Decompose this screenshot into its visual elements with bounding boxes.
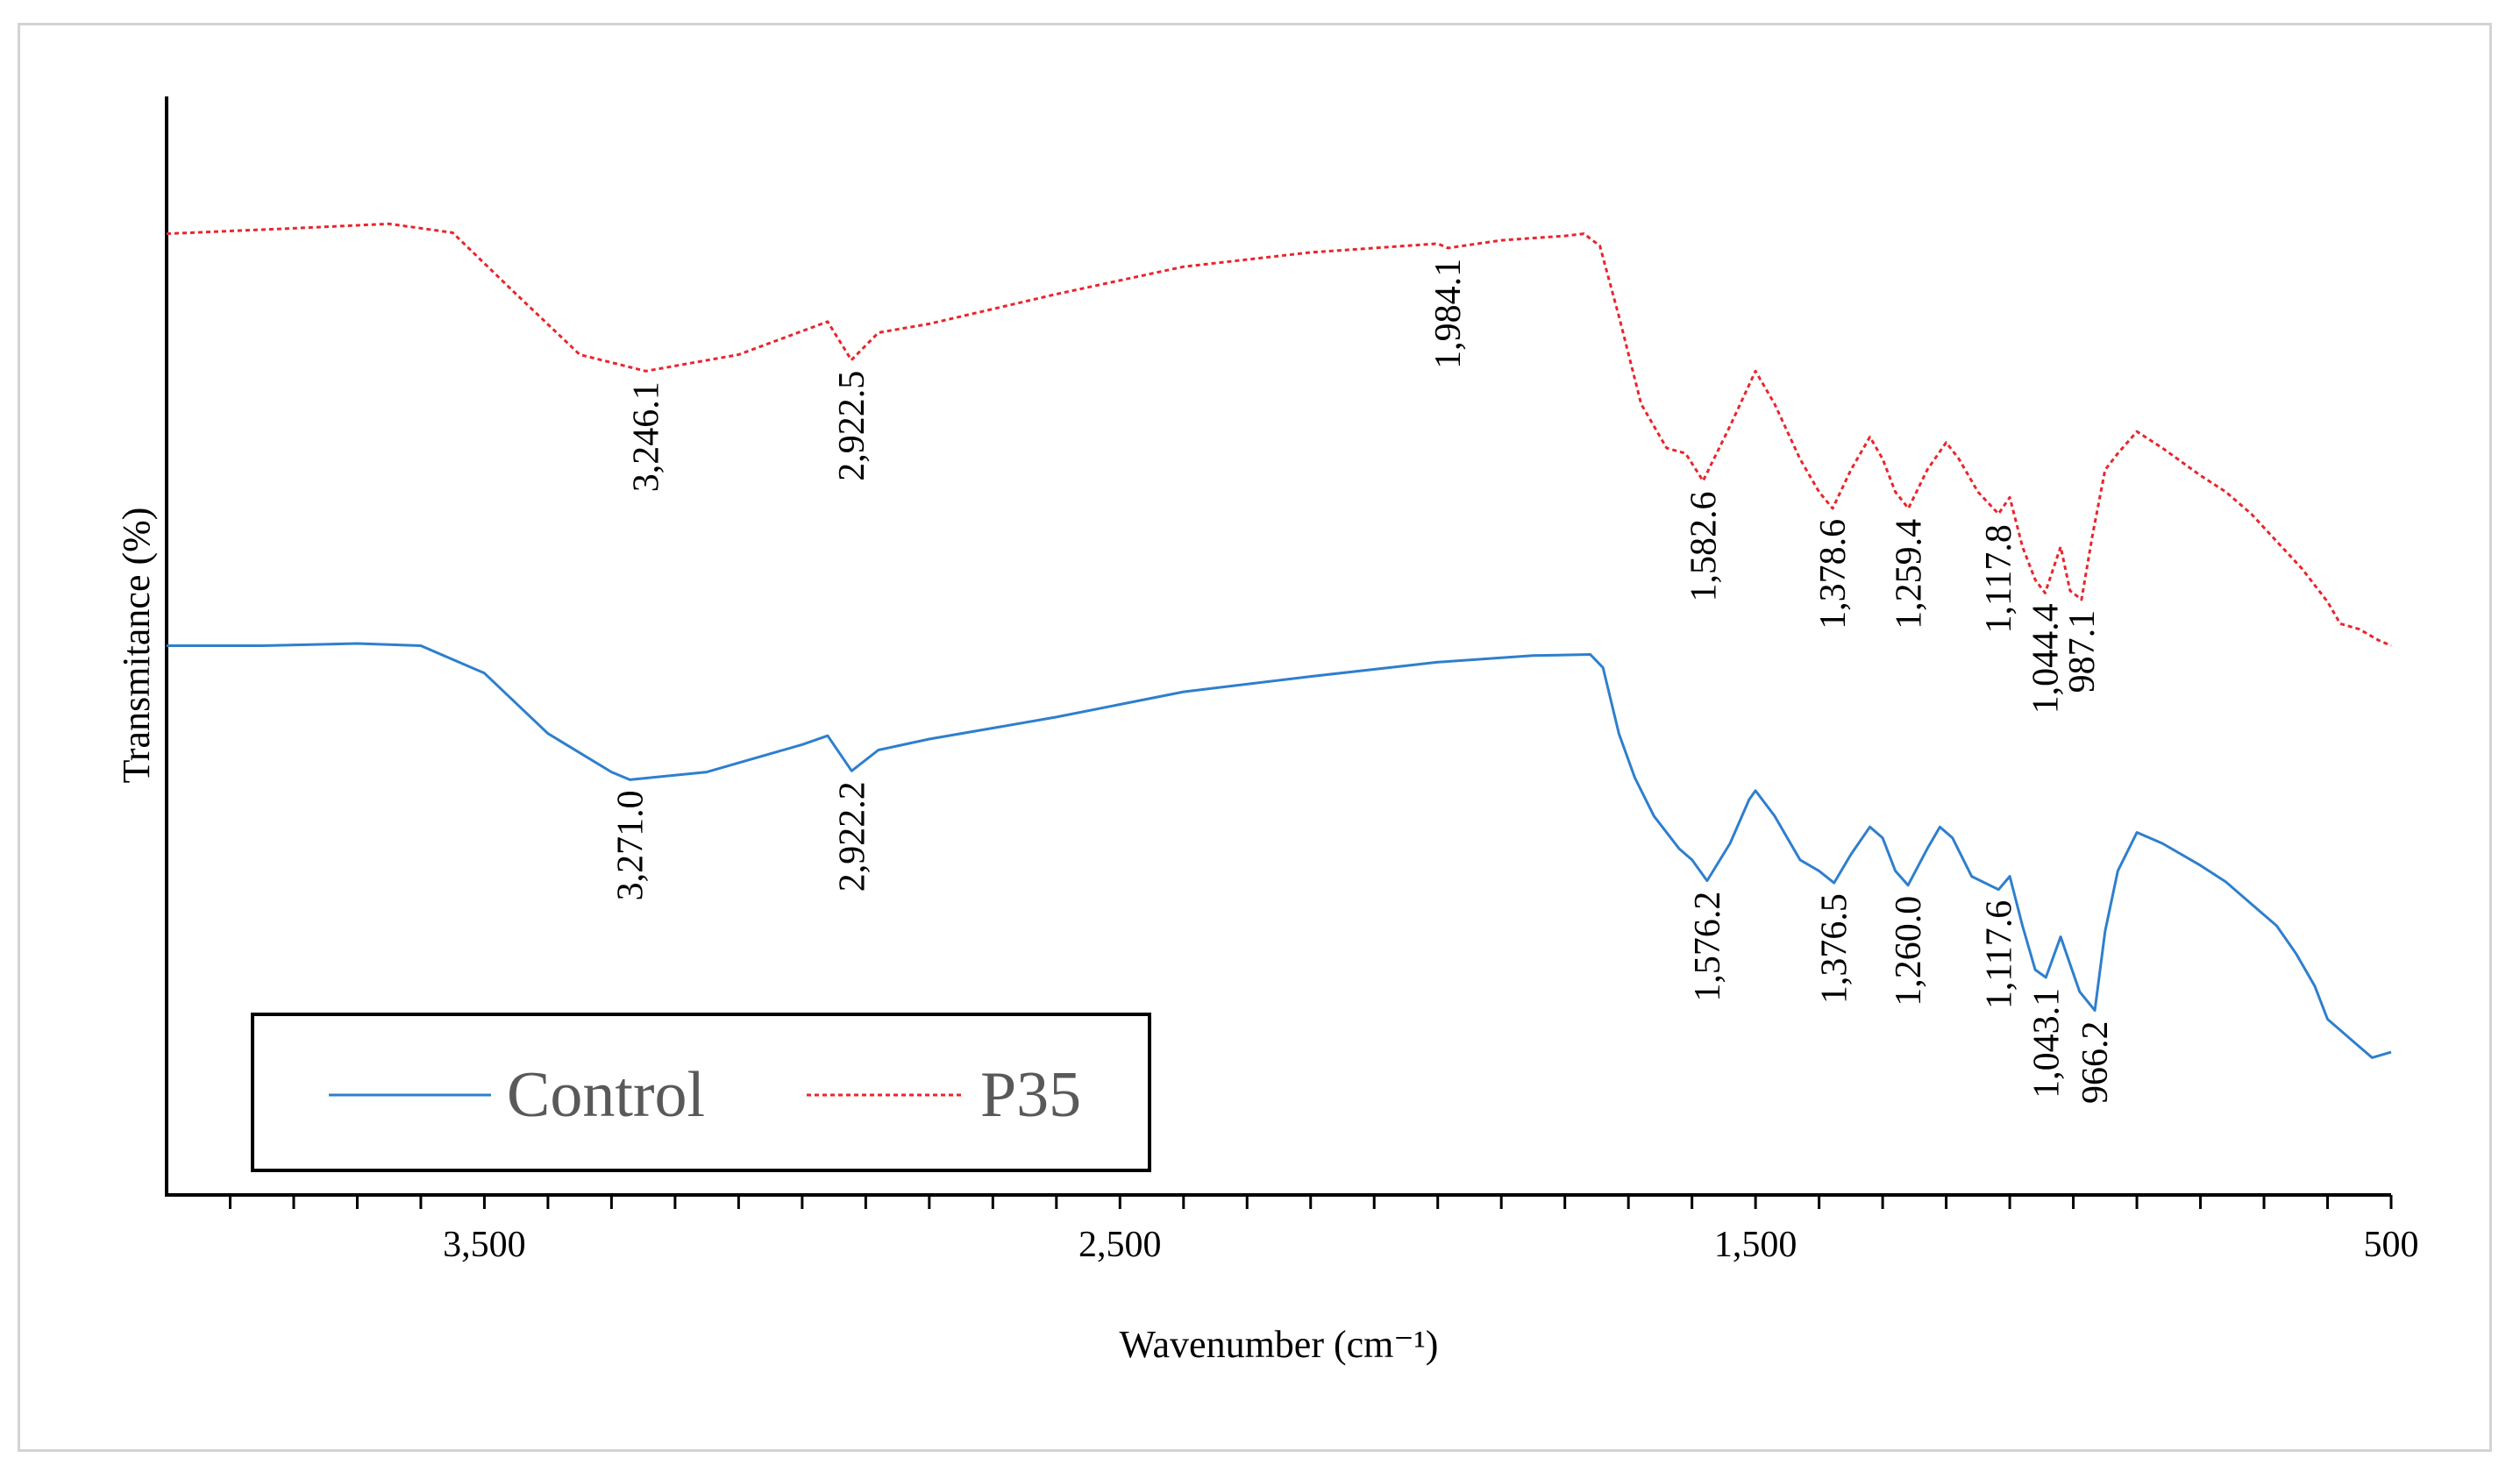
peak-label-control-13: 1,260.0 <box>1889 896 1929 1006</box>
x-tick-labels: 3,500 2,500 1,500 500 <box>443 1225 2418 1265</box>
peak-label-control-9: 3,271.0 <box>610 790 651 900</box>
peak-label-p35-1: 2,922.5 <box>832 371 872 481</box>
peak-label-p35-0: 3,246.1 <box>627 381 667 492</box>
peak-label-control-12: 1,376.5 <box>1815 893 1855 1004</box>
peak-label-p35-8: 987.1 <box>2062 610 2103 693</box>
legend-label-p35: P35 <box>980 1059 1081 1131</box>
x-ticks <box>228 1195 2393 1209</box>
series-group <box>166 222 2392 1059</box>
peak-label-p35-7: 1,044.4 <box>2025 603 2066 714</box>
x-tick-label-2500: 2,500 <box>1078 1225 1162 1265</box>
peak-label-control-10: 2,922.2 <box>832 781 872 892</box>
series-line-p35 <box>166 222 2392 647</box>
peak-label-p35-2: 1,984.1 <box>1428 259 1469 369</box>
x-tick-label-1500: 1,500 <box>1714 1225 1797 1265</box>
peak-label-control-16: 966.2 <box>2075 1021 2116 1105</box>
x-tick-label-500: 500 <box>2364 1225 2419 1265</box>
legend: Control P35 <box>251 1013 1151 1172</box>
peak-label-control-11: 1,576.2 <box>1688 892 1728 1002</box>
peak-label-control-14: 1,117.6 <box>1979 900 2019 1009</box>
legend-box <box>251 1013 1151 1172</box>
peak-labels: 3,246.1 2,922.5 1,984.1 1,582.6 1,378.6 1,259… <box>610 259 2116 1104</box>
figure-frame <box>18 23 2492 1452</box>
peak-label-p35-4: 1,378.6 <box>1813 519 1854 629</box>
peak-label-p35-5: 1,259.4 <box>1890 519 1930 629</box>
series-line-control <box>167 642 2392 1059</box>
peak-label-p35-6: 1,117.8 <box>1979 524 2019 633</box>
peak-label-control-15: 1,043.1 <box>2026 988 2067 1099</box>
peak-label-p35-3: 1,582.6 <box>1684 492 1724 602</box>
x-axis-label: Wavenumber (cm⁻¹) <box>1120 1323 1439 1366</box>
legend-label-control: Control <box>507 1059 705 1131</box>
y-axis-label: Transmitance (%) <box>115 508 158 784</box>
x-tick-label-3500: 3,500 <box>443 1225 526 1265</box>
